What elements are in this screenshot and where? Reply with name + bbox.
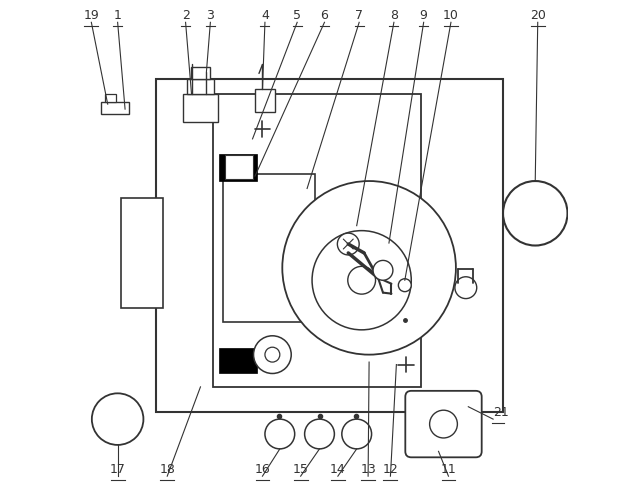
Text: 7: 7 <box>355 9 363 22</box>
Bar <box>156 79 503 412</box>
Text: 1: 1 <box>114 9 121 22</box>
Circle shape <box>265 419 295 449</box>
Text: 10: 10 <box>443 9 459 22</box>
Bar <box>187 79 214 94</box>
Circle shape <box>312 231 412 330</box>
Circle shape <box>455 277 477 299</box>
Text: 4: 4 <box>261 9 269 22</box>
Text: 8: 8 <box>390 9 398 22</box>
Text: 18: 18 <box>159 463 175 476</box>
Circle shape <box>265 347 280 362</box>
Circle shape <box>342 419 372 449</box>
Circle shape <box>373 260 393 280</box>
Text: 15: 15 <box>293 463 309 476</box>
Text: 13: 13 <box>360 463 376 476</box>
Bar <box>101 102 128 114</box>
Circle shape <box>282 181 456 355</box>
Text: 20: 20 <box>530 9 546 22</box>
FancyBboxPatch shape <box>405 391 482 457</box>
Text: 21: 21 <box>493 406 509 419</box>
Text: 2: 2 <box>181 9 190 22</box>
Circle shape <box>348 266 376 294</box>
Bar <box>255 89 275 112</box>
Circle shape <box>337 233 359 255</box>
Text: 12: 12 <box>383 463 398 476</box>
Bar <box>219 348 256 373</box>
Bar <box>191 67 210 79</box>
Circle shape <box>254 336 291 373</box>
Text: 9: 9 <box>420 9 427 22</box>
Text: 16: 16 <box>254 463 270 476</box>
Bar <box>183 94 218 122</box>
Text: 14: 14 <box>330 463 346 476</box>
Bar <box>105 94 116 102</box>
Text: 19: 19 <box>84 9 99 22</box>
Bar <box>223 174 314 322</box>
Text: 17: 17 <box>110 463 126 476</box>
Bar <box>226 155 252 179</box>
Bar <box>314 241 327 278</box>
Bar <box>213 94 421 387</box>
Bar <box>121 198 163 308</box>
Circle shape <box>503 181 567 246</box>
Bar <box>314 248 323 268</box>
Text: 6: 6 <box>321 9 328 22</box>
Circle shape <box>92 393 143 445</box>
Circle shape <box>305 419 334 449</box>
Text: 5: 5 <box>293 9 301 22</box>
Text: 11: 11 <box>440 463 456 476</box>
Text: 3: 3 <box>206 9 214 22</box>
Circle shape <box>429 410 458 438</box>
Bar <box>219 154 256 181</box>
Circle shape <box>398 279 412 292</box>
